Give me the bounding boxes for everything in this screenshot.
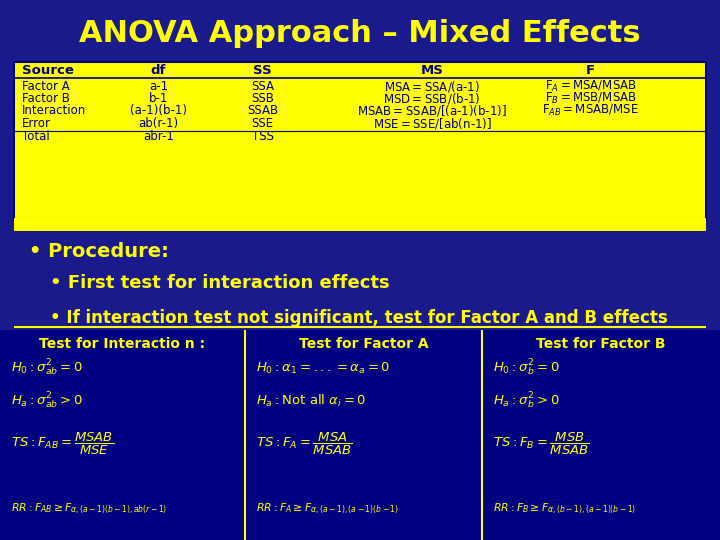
FancyBboxPatch shape [14, 218, 706, 231]
Text: abr-1: abr-1 [143, 130, 174, 143]
Text: SS: SS [253, 64, 272, 77]
Text: $TS : F_{AB} = \dfrac{MSAB}{MSE}$: $TS : F_{AB} = \dfrac{MSAB}{MSE}$ [11, 431, 114, 457]
Text: $TS : F_{B} = \dfrac{MSB}{MSAB}$: $TS : F_{B} = \dfrac{MSB}{MSAB}$ [493, 431, 590, 457]
Text: Test for Factor A: Test for Factor A [299, 338, 428, 352]
Text: F: F [586, 64, 595, 77]
Text: $RR : F_A \geq F_{\alpha,(a-1),(a-1)(b-1)}$: $RR : F_A \geq F_{\alpha,(a-1),(a-1)(b-1… [256, 502, 399, 516]
FancyBboxPatch shape [0, 330, 720, 540]
Text: MSD$=$SSB/(b-1): MSD$=$SSB/(b-1) [383, 91, 481, 106]
Text: MSE$=$SSE/[ab(n-1)]: MSE$=$SSE/[ab(n-1)] [372, 116, 492, 131]
Text: Factor B: Factor B [22, 92, 69, 105]
Text: $H_a : \sigma^2_b > 0$: $H_a : \sigma^2_b > 0$ [493, 390, 560, 411]
Text: ab(r-1): ab(r-1) [138, 117, 179, 130]
Text: Test for Interactio n :: Test for Interactio n : [40, 338, 205, 352]
Text: $RR : F_B \geq F_{\alpha,(b-1),(a-1)(b-1)}$: $RR : F_B \geq F_{\alpha,(b-1),(a-1)(b-1… [493, 502, 636, 516]
Text: $H_0 : \alpha_1 = ... = \alpha_a = 0$: $H_0 : \alpha_1 = ... = \alpha_a = 0$ [256, 361, 390, 376]
Text: b-1: b-1 [149, 92, 168, 105]
Text: TSS: TSS [252, 130, 274, 143]
Text: • First test for interaction effects: • First test for interaction effects [50, 274, 390, 293]
Text: Factor A: Factor A [22, 80, 69, 93]
Text: SSAB: SSAB [247, 104, 279, 117]
Text: df: df [150, 64, 166, 77]
Text: F$_A$$=$MSA/MSAB: F$_A$$=$MSA/MSAB [544, 79, 636, 94]
Text: $RR : F_{AB} \geq F_{\alpha,(a-1)(b-1),ab(r-1)}$: $RR : F_{AB} \geq F_{\alpha,(a-1)(b-1),a… [11, 502, 167, 516]
Text: $H_a : \mathrm{Not\ all}\ \alpha_i = 0$: $H_a : \mathrm{Not\ all}\ \alpha_i = 0$ [256, 393, 366, 409]
Text: • If interaction test not significant, test for Factor A and B effects: • If interaction test not significant, t… [50, 308, 668, 327]
FancyBboxPatch shape [14, 62, 706, 219]
Text: Test for Factor B: Test for Factor B [536, 338, 666, 352]
Text: F$_{AB}$$=$MSAB/MSE: F$_{AB}$$=$MSAB/MSE [542, 103, 639, 118]
Text: SSB: SSB [251, 92, 274, 105]
Text: MSA$=$SSA/(a-1): MSA$=$SSA/(a-1) [384, 79, 480, 94]
Text: • Procedure:: • Procedure: [29, 241, 168, 261]
Text: Interaction: Interaction [22, 104, 86, 117]
Text: Source: Source [22, 64, 73, 77]
Text: $H_a : \sigma^2_{ab} > 0$: $H_a : \sigma^2_{ab} > 0$ [11, 390, 83, 411]
Text: ANOVA Approach – Mixed Effects: ANOVA Approach – Mixed Effects [79, 19, 641, 48]
Text: F$_B$$=$MSB/MSAB: F$_B$$=$MSB/MSAB [544, 91, 636, 106]
Text: $H_0 : \sigma^2_{ab} = 0$: $H_0 : \sigma^2_{ab} = 0$ [11, 358, 83, 379]
Text: $H_0 : \sigma^2_b = 0$: $H_0 : \sigma^2_b = 0$ [493, 358, 560, 379]
Text: Error: Error [22, 117, 50, 130]
Text: SSE: SSE [252, 117, 274, 130]
Text: SSA: SSA [251, 80, 274, 93]
Text: a-1: a-1 [149, 80, 168, 93]
Text: MSAB$=$SSAB/[(a-1)(b-1)]: MSAB$=$SSAB/[(a-1)(b-1)] [357, 103, 507, 118]
Text: MS: MS [420, 64, 444, 77]
Text: Total: Total [22, 130, 50, 143]
Text: $TS : F_{A} = \dfrac{MSA}{MSAB}$: $TS : F_{A} = \dfrac{MSA}{MSAB}$ [256, 431, 352, 457]
Text: (a-1)(b-1): (a-1)(b-1) [130, 104, 187, 117]
